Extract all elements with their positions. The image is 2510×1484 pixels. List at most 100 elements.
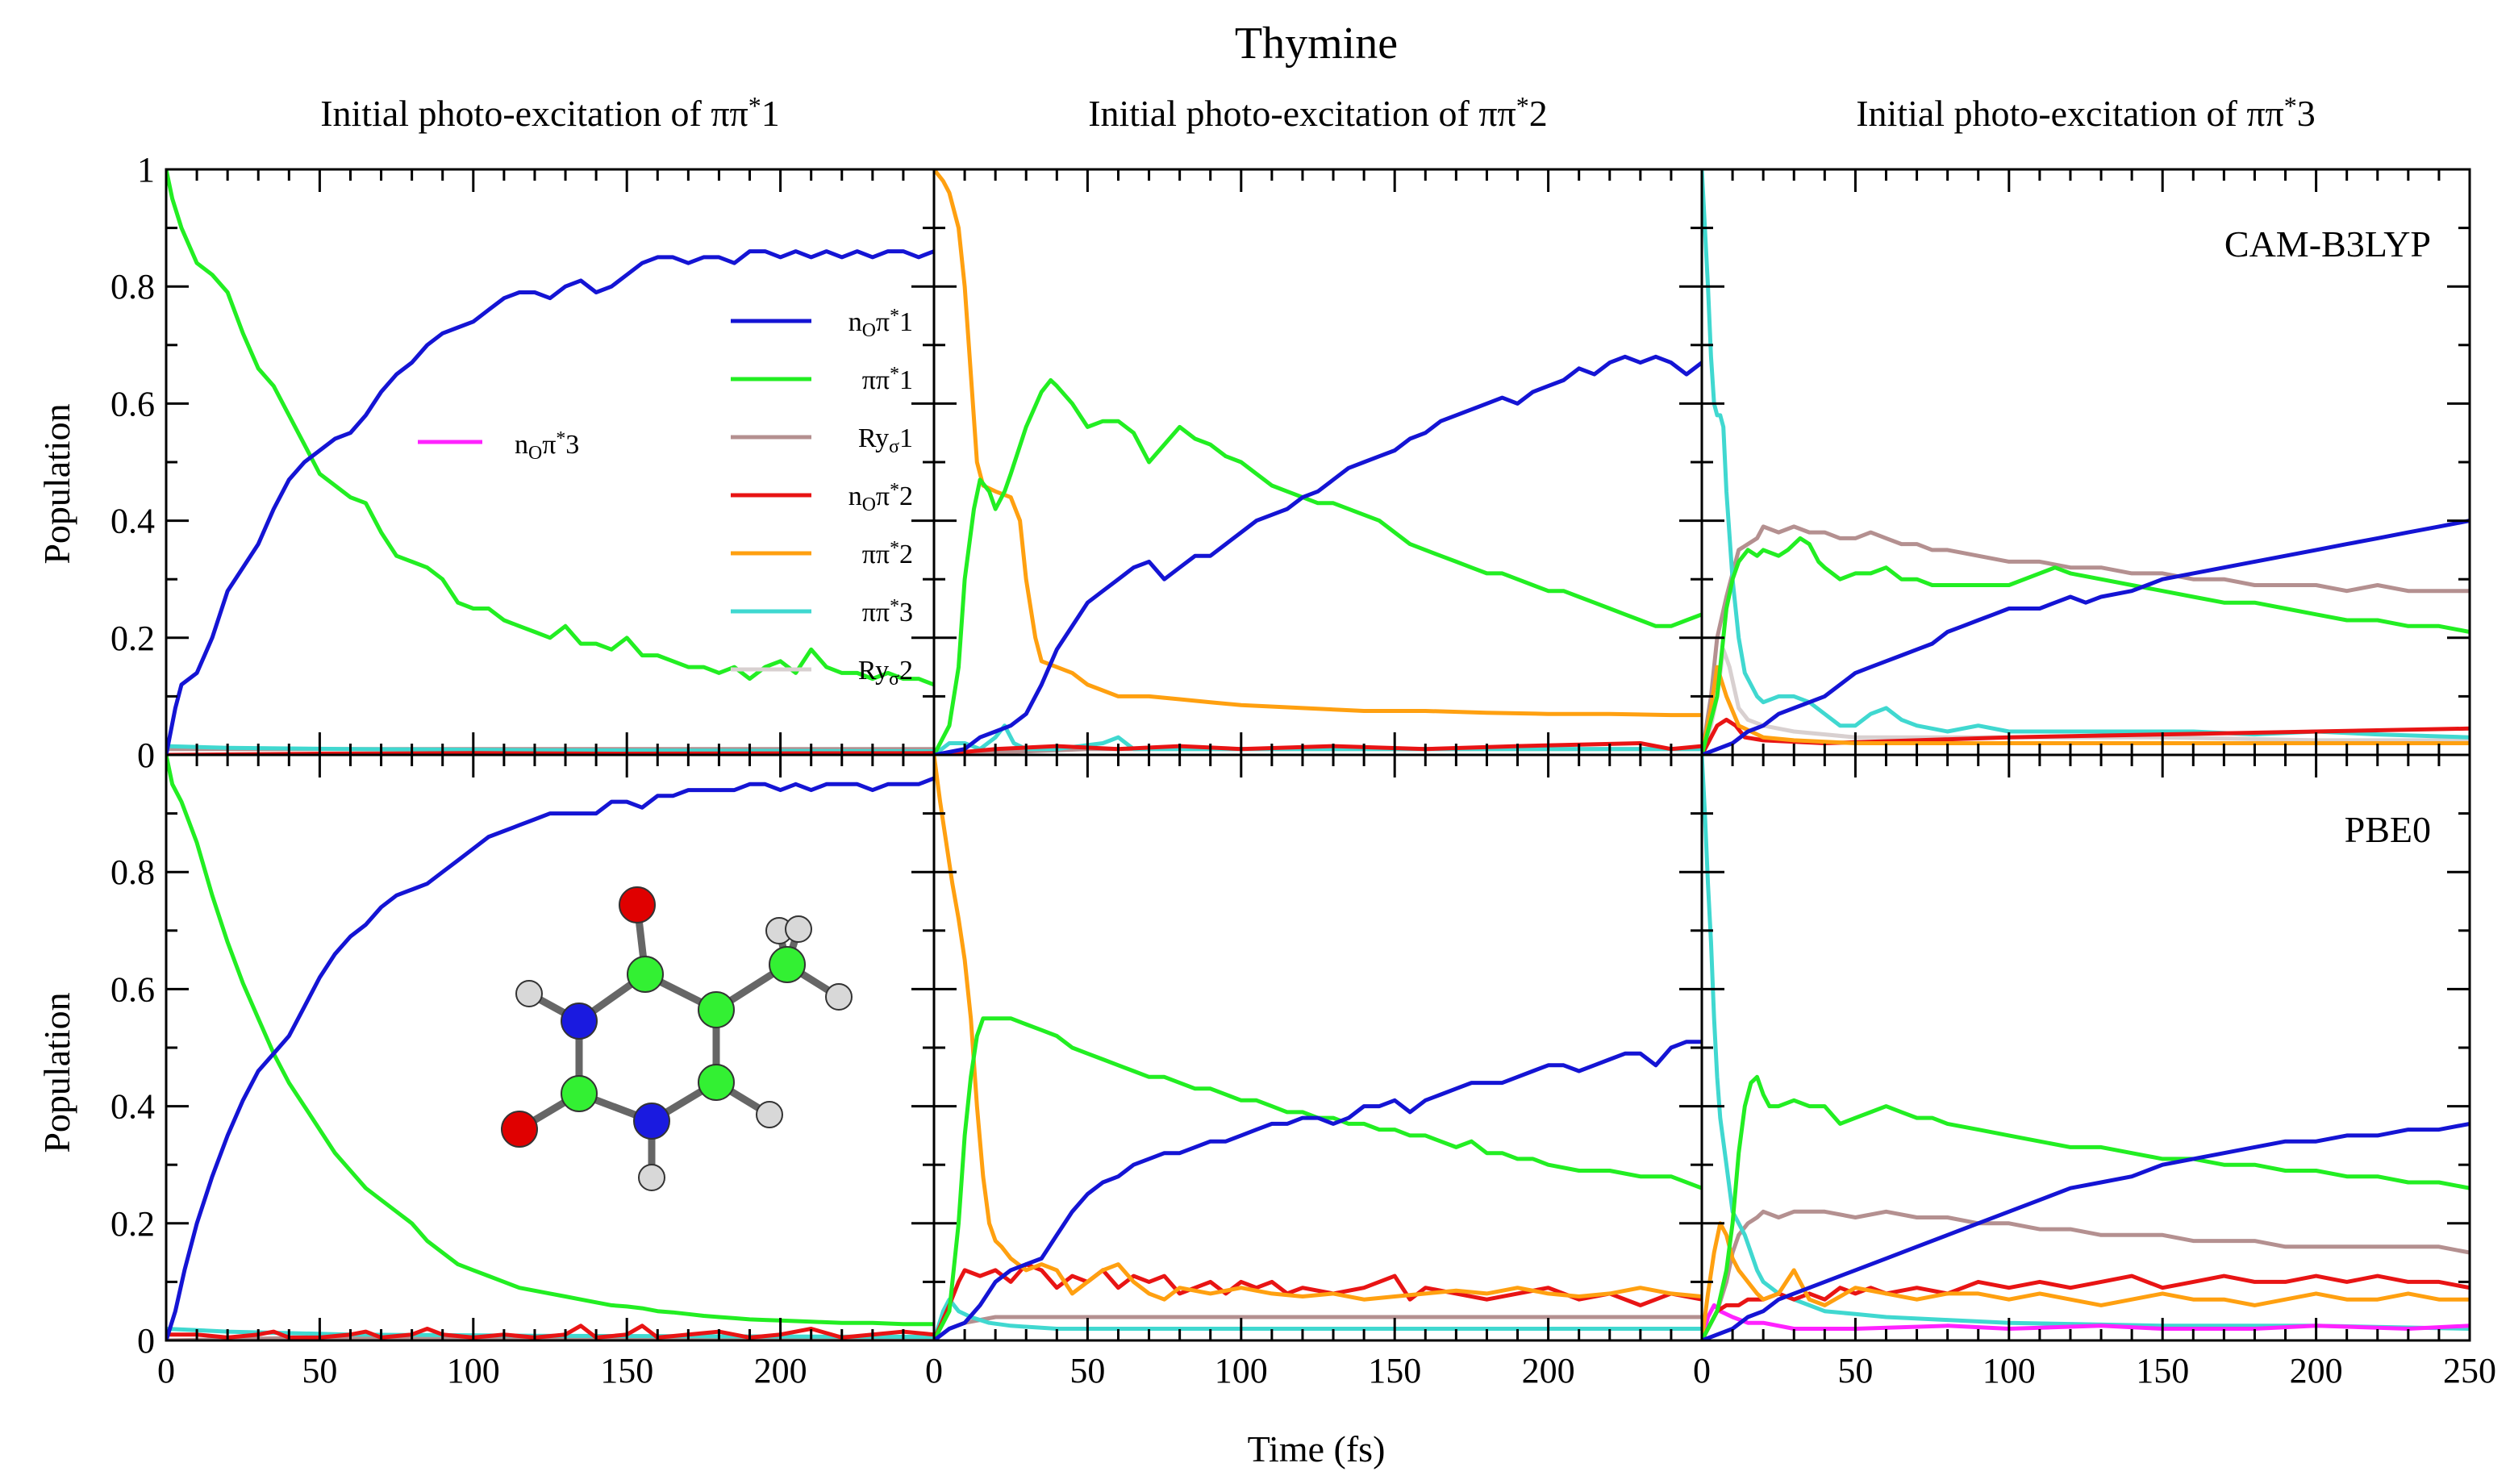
- series-line-ry2: [1702, 647, 2470, 755]
- series-line-pipi1: [166, 755, 934, 1327]
- figure-title: Thymine: [1235, 19, 1398, 69]
- series-line-pipi3: [934, 1297, 1702, 1340]
- molecule-atom-c: [769, 946, 806, 983]
- ticks: [165, 168, 936, 757]
- panel-pbe0-col1: 0 0.2 0.4 0.6 0.8 0 50 100 150 200: [110, 753, 936, 1390]
- x-tick-label: 100: [1215, 1351, 1268, 1390]
- legend-label: Ryσ2: [858, 656, 913, 690]
- legend-entry-pipi2: ππ*2: [731, 538, 913, 569]
- molecule-atom-n: [633, 1103, 670, 1140]
- panel-frame: [932, 753, 1703, 1342]
- column-title-3: Initial photo-excitation of ππ*3: [1856, 91, 2316, 134]
- y-axis-label-bottom: Population: [36, 992, 77, 1153]
- y-tick-label: 0.6: [110, 384, 155, 423]
- y-tick-label: 0.2: [110, 1204, 155, 1244]
- legend-entry-pipi3: ππ*3: [731, 596, 913, 627]
- legend: nOπ*1 ππ*1 Ryσ1 nOπ*2 ππ*2 ππ*3 Ryσ2 nOπ*3: [418, 306, 913, 690]
- series-line-pipi3: [1702, 755, 2470, 1331]
- y-tick-label: 0.6: [110, 969, 155, 1009]
- molecule-atom-h: [515, 980, 543, 1007]
- series-line-pipi2: [1702, 1221, 2470, 1340]
- series-line-pipi2: [1702, 665, 2470, 755]
- molecule-atom-o: [619, 886, 656, 923]
- x-tick-label: 0: [925, 1351, 943, 1390]
- molecule-atom-c: [698, 1064, 735, 1101]
- legend-label: nOπ*1: [848, 306, 913, 341]
- column-title-1: Initial photo-excitation of ππ*1: [320, 91, 780, 134]
- legend-label: nOπ*3: [515, 428, 579, 464]
- panel-grid: 0 0.2 0.4 0.6 0.8 1 CAM-B3LYP 0 0.2 0.4 0.6 0.8 0 50 1…: [110, 150, 2496, 1390]
- legend-label: ππ*3: [862, 596, 913, 627]
- x-axis-label: Time (fs): [1248, 1428, 1386, 1469]
- panel-camb3lyp-col1: 0 0.2 0.4 0.6 0.8 1: [110, 150, 936, 775]
- series-line-nopi1: [166, 776, 934, 1340]
- series-line-nopi1: [934, 354, 1702, 755]
- y-axis-label-top: Population: [36, 403, 77, 564]
- legend-entry-ry1: Ryσ1: [731, 423, 913, 457]
- x-tick-label: 0: [1693, 1351, 1711, 1390]
- molecule-atom-h: [785, 915, 812, 943]
- panel-pbe0-col2: 0 50 100 150 200: [925, 753, 1703, 1390]
- series-line-nopi1: [1702, 1121, 2470, 1340]
- panel-frame: [165, 168, 936, 757]
- series-group: [166, 169, 934, 755]
- column-title-2: Initial photo-excitation of ππ*2: [1088, 91, 1548, 134]
- series-line-nopi1: [1702, 519, 2470, 755]
- series-group: [1702, 755, 2470, 1340]
- molecule-atom-h: [638, 1164, 665, 1191]
- series-line-pipi1: [934, 1016, 1702, 1340]
- molecule-atom-o: [501, 1111, 538, 1148]
- x-tick-label: 0: [157, 1351, 175, 1390]
- x-tick-label: 150: [600, 1351, 653, 1390]
- molecule-atom-h: [825, 983, 853, 1011]
- panel-pbe0-col3: 0 50 100 150 200 250 PBE0: [1693, 753, 2496, 1390]
- y-tick-label: 0.8: [110, 852, 155, 892]
- x-tick-label: 50: [1837, 1351, 1873, 1390]
- series-line-nopi2: [934, 741, 1702, 755]
- series-group: [934, 755, 1702, 1340]
- panel-camb3lyp-col3: CAM-B3LYP: [1700, 168, 2471, 757]
- x-tick-label: 200: [2290, 1351, 2343, 1390]
- x-tick-label: 50: [1069, 1351, 1105, 1390]
- series-line-nopi2: [934, 1262, 1702, 1340]
- x-tick-label: 200: [1522, 1351, 1575, 1390]
- y-tick-label: 1: [137, 150, 155, 190]
- y-tick-label: 0.4: [110, 502, 155, 541]
- series-group: [166, 755, 934, 1340]
- legend-entry-ry2: Ryσ2: [731, 656, 913, 690]
- y-tick-label: 0.8: [110, 267, 155, 306]
- x-tick-label: 200: [754, 1351, 807, 1390]
- ticks: [932, 753, 1703, 1342]
- series-line-pipi1: [166, 169, 934, 687]
- legend-entry-nopi2: nOπ*2: [731, 480, 913, 515]
- series-line-pipi1: [1702, 1074, 2470, 1340]
- thymine-molecule-illustration: [501, 886, 853, 1191]
- y-tick-label: 0.4: [110, 1087, 155, 1127]
- molecule-atom-h: [756, 1101, 783, 1128]
- ticks: [165, 753, 936, 1342]
- x-tick-label: 100: [447, 1351, 500, 1390]
- column-titles: Initial photo-excitation of ππ*1 Initial …: [320, 91, 2316, 134]
- y-tick-label: 0: [137, 736, 155, 775]
- method-label: PBE0: [2345, 809, 2431, 850]
- x-tick-label: 50: [302, 1351, 337, 1390]
- series-line-nopi1: [166, 249, 934, 755]
- x-tick-label: 250: [2443, 1351, 2496, 1390]
- legend-entry-nopi1: nOπ*1: [731, 306, 913, 341]
- series-line-pipi2: [934, 169, 1702, 718]
- method-label: CAM-B3LYP: [2224, 223, 2431, 265]
- x-tick-label: 100: [1983, 1351, 2036, 1390]
- series-line-nopi1: [934, 1040, 1702, 1340]
- x-tick-label: 150: [2136, 1351, 2189, 1390]
- y-tick-label: 0.2: [110, 619, 155, 658]
- legend-label: Ryσ1: [858, 423, 913, 457]
- molecule-atom-c: [561, 1075, 598, 1112]
- series-line-pipi3: [934, 723, 1702, 755]
- x-tick-label: 150: [1368, 1351, 1421, 1390]
- legend-entry-pipi1: ππ*1: [731, 364, 913, 395]
- y-tick-label: 0: [137, 1321, 155, 1361]
- series-line-ry1: [1702, 1209, 2470, 1340]
- panel-camb3lyp-col2: [932, 168, 1703, 757]
- molecule-atom-c: [698, 991, 735, 1028]
